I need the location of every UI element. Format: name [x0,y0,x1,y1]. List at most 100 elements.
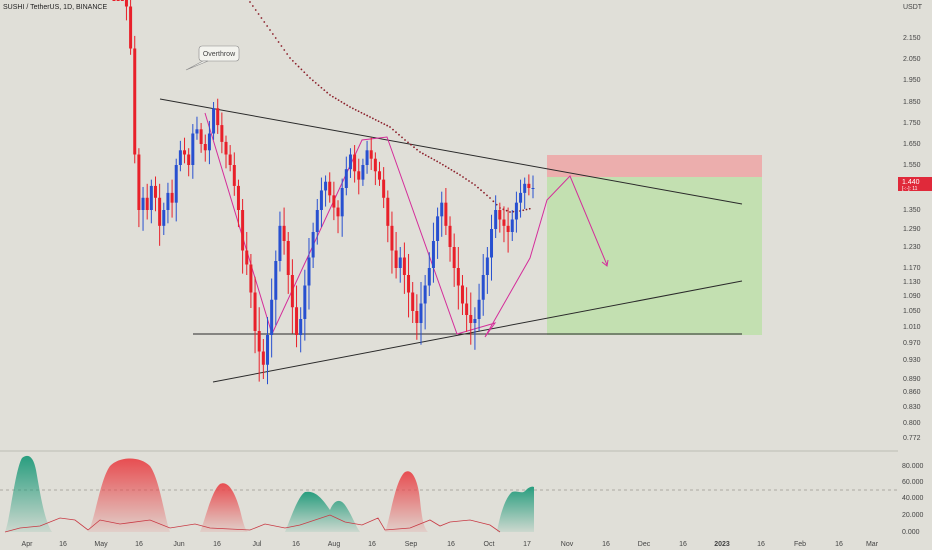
candle-up [427,268,431,286]
candle-down [216,108,220,126]
take-profit-zone [547,177,762,335]
price-tick-label: 0.800 [903,420,921,427]
candle-up [195,129,199,134]
time-tick-label: 16 [835,541,843,548]
time-tick-label: 16 [135,541,143,548]
ma-dot [477,186,479,189]
candle-up [431,241,435,268]
candle-down [407,275,411,293]
ma-dot [283,49,286,51]
ma-dot [462,176,464,178]
candle-up [436,216,440,241]
time-tick-label: Jun [173,541,184,548]
candle-up [523,183,527,193]
candle-down [353,154,357,172]
ma-dot [383,123,386,126]
candle-down [527,183,531,188]
candle-down [415,311,419,323]
ma-dot [450,168,453,171]
ma-dot [291,59,294,62]
time-tick-label: 17 [523,541,531,548]
candle-down [373,158,377,172]
candle-down [328,181,332,196]
indicator-line [4,514,501,533]
ma-dot [416,148,418,151]
candles-group [112,0,535,385]
price-tick-label: 1.130 [903,279,921,286]
ma-dot [483,191,485,194]
ma-dot [271,33,274,35]
ma-dot [447,167,450,170]
currency-label: USDT [903,4,923,11]
price-tick-label: 1.850 [903,99,921,106]
current-price-label: 1.440 [902,179,920,186]
indicator-tick-label: 80.000 [902,463,924,470]
candle-down [378,171,382,180]
candle-down [257,331,261,352]
time-tick-label: Aug [328,541,341,548]
ma-dot [401,136,403,139]
ma-dot [495,203,498,206]
price-tick-label: 2.150 [903,35,921,42]
moving-average-line [249,1,531,213]
ma-dot [317,84,320,87]
candle-down [232,165,236,186]
ma-dot [419,151,421,153]
candle-up [477,299,481,319]
time-tick-label: May [94,541,108,548]
candle-up [348,154,352,170]
price-tick-label: 0.930 [903,357,921,364]
indicator-red-hump-3 [385,471,428,532]
price-tick-label: 1.170 [903,265,921,272]
indicator-green-hump-2 [285,491,360,532]
candle-down [236,185,240,210]
candle-up [531,188,535,189]
candle-up [278,225,282,261]
ma-dot [263,21,266,23]
time-tick-label: Feb [794,541,806,548]
chart-title: SUSHI / TetherUS, 1D, BINANCE [3,4,107,11]
indicator-green-hump-3 [497,486,534,532]
candle-up [311,232,315,258]
candle-up [519,192,523,203]
ma-dot [471,182,473,184]
ma-dot [386,124,389,127]
candle-up [324,181,328,191]
price-tick-label: 2.050 [903,56,921,63]
candle-down [369,150,373,159]
time-tick-label: Oct [484,541,495,548]
candle-down [249,264,253,293]
candle-down [158,197,162,226]
candle-up [207,133,211,151]
ma-dot [392,128,394,131]
candle-down [170,192,174,203]
ma-dot [357,110,360,113]
ma-dot [360,111,363,114]
candle-down [460,285,464,304]
ma-dot [309,77,311,79]
price-tick-label: 1.750 [903,120,921,127]
ma-dot [260,17,263,19]
candle-up [361,165,365,180]
price-tick-label: 1.550 [903,162,921,169]
time-tick-label: 16 [213,541,221,548]
price-tick-label: 1.350 [903,207,921,214]
candle-down [448,225,452,247]
candle-up [299,319,303,335]
candle-down [137,154,141,210]
candle-up [494,210,498,229]
overthrow-callout: Overthrow [185,45,240,71]
ma-dot [424,154,427,157]
price-tick-label: 0.890 [903,376,921,383]
ma-dot [404,139,406,141]
candle-up [265,335,269,365]
candle-down [444,202,448,226]
ma-dot [274,37,277,39]
ma-dot [369,116,371,118]
ma-dot [289,57,291,59]
ma-dot [346,104,349,107]
candle-down [286,241,290,275]
time-tick-label: 16 [59,541,67,548]
ma-dot [300,68,303,71]
